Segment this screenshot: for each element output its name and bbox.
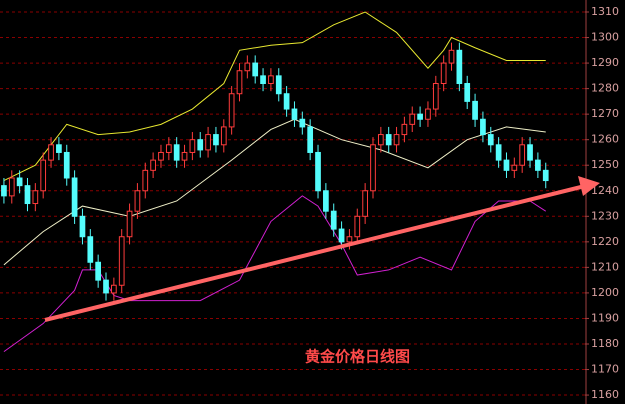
candle-body bbox=[111, 284, 117, 294]
candle-body bbox=[228, 93, 235, 128]
y-tick-label: 1160 bbox=[591, 388, 619, 401]
candle-body bbox=[126, 210, 133, 238]
candle-body bbox=[165, 144, 172, 153]
candle-body bbox=[323, 190, 329, 212]
candle-body bbox=[197, 139, 204, 151]
candle-body bbox=[519, 144, 526, 166]
y-tick-label: 1310 bbox=[591, 5, 619, 18]
candle-body bbox=[8, 177, 15, 197]
candle-body bbox=[417, 113, 423, 120]
candle-body bbox=[87, 236, 94, 263]
candle-body bbox=[236, 70, 243, 95]
candle-body bbox=[393, 134, 400, 146]
candle-body bbox=[432, 83, 439, 110]
candle-body bbox=[71, 177, 78, 217]
candle-body bbox=[535, 159, 541, 171]
y-tick-label: 1200 bbox=[591, 286, 619, 299]
band-line bbox=[3, 11, 546, 181]
candle-body bbox=[346, 236, 353, 243]
candle-body bbox=[181, 151, 188, 161]
y-tick-label: 1260 bbox=[591, 133, 619, 146]
candle-body bbox=[511, 164, 518, 171]
candle-body bbox=[283, 93, 290, 110]
candle-body bbox=[448, 49, 455, 64]
candle-body bbox=[16, 177, 23, 187]
candle-body bbox=[409, 113, 416, 125]
candle-body bbox=[487, 134, 494, 146]
candle-body bbox=[205, 134, 211, 151]
candle-body bbox=[1, 185, 7, 197]
candle-body bbox=[440, 62, 447, 85]
candle-body bbox=[370, 144, 376, 192]
y-tick-label: 1240 bbox=[591, 184, 619, 197]
candle-body bbox=[377, 134, 384, 146]
candle-body bbox=[542, 169, 549, 182]
arrow-head bbox=[578, 176, 600, 196]
candle-body bbox=[291, 108, 298, 120]
y-tick-label: 1210 bbox=[591, 260, 619, 273]
y-tick-label: 1270 bbox=[591, 107, 619, 120]
band-line bbox=[3, 118, 546, 266]
candle-body bbox=[354, 215, 361, 238]
candle-body bbox=[456, 49, 463, 85]
grid: 1160 1170 1180 1190 1200 1210 1220 1230 1240 1250… bbox=[0, 5, 619, 401]
candle-body bbox=[103, 279, 109, 294]
candle-body bbox=[464, 83, 471, 102]
candle-body bbox=[315, 151, 321, 192]
y-tick-label: 1280 bbox=[591, 82, 619, 95]
candle-body bbox=[307, 126, 314, 153]
y-tick-label: 1180 bbox=[591, 337, 619, 350]
candle-body bbox=[134, 190, 141, 212]
candle-body bbox=[63, 151, 70, 179]
bands bbox=[3, 11, 547, 353]
y-tick-label: 1290 bbox=[591, 56, 619, 69]
candle-body bbox=[275, 75, 282, 95]
candles bbox=[1, 42, 549, 301]
candle-body bbox=[158, 151, 164, 161]
y-tick-label: 1170 bbox=[591, 363, 619, 376]
candle-body bbox=[142, 169, 149, 192]
candle-body bbox=[425, 108, 431, 120]
candle-body bbox=[32, 190, 39, 205]
candle-body bbox=[244, 62, 251, 72]
candle-body bbox=[173, 144, 180, 161]
band-line bbox=[3, 195, 547, 353]
candle-body bbox=[480, 118, 486, 136]
candle-body bbox=[299, 118, 306, 128]
candle-body bbox=[79, 215, 86, 238]
candle-body bbox=[220, 126, 227, 146]
candle-body bbox=[338, 228, 345, 243]
candle-body bbox=[260, 75, 266, 85]
candle-body bbox=[150, 159, 156, 171]
candle-body bbox=[213, 134, 219, 146]
trend-arrow bbox=[44, 176, 600, 322]
candle-body bbox=[118, 236, 125, 286]
candle-body bbox=[268, 75, 274, 85]
candle-body bbox=[495, 144, 502, 161]
candle-body bbox=[330, 210, 337, 230]
candle-body bbox=[385, 134, 392, 146]
candle-body bbox=[252, 62, 259, 77]
candle-body bbox=[189, 139, 196, 153]
candle-body bbox=[24, 185, 31, 205]
arrow-line bbox=[44, 184, 586, 322]
candle-body bbox=[362, 190, 368, 217]
candle-body bbox=[527, 144, 533, 161]
candle-body bbox=[472, 100, 478, 120]
candle-body bbox=[401, 123, 408, 136]
candle-body bbox=[95, 261, 102, 281]
y-tick-label: 1190 bbox=[591, 311, 619, 324]
y-tick-label: 1250 bbox=[591, 158, 619, 171]
candle-body bbox=[48, 144, 54, 161]
candle-body bbox=[40, 159, 47, 192]
candle-body bbox=[503, 159, 510, 171]
candle-body bbox=[56, 144, 62, 153]
chart-annotation: 黄金价格日线图 bbox=[305, 348, 410, 366]
y-tick-label: 1230 bbox=[591, 209, 619, 222]
y-tick-label: 1300 bbox=[591, 31, 619, 44]
y-tick-label: 1220 bbox=[591, 235, 619, 248]
